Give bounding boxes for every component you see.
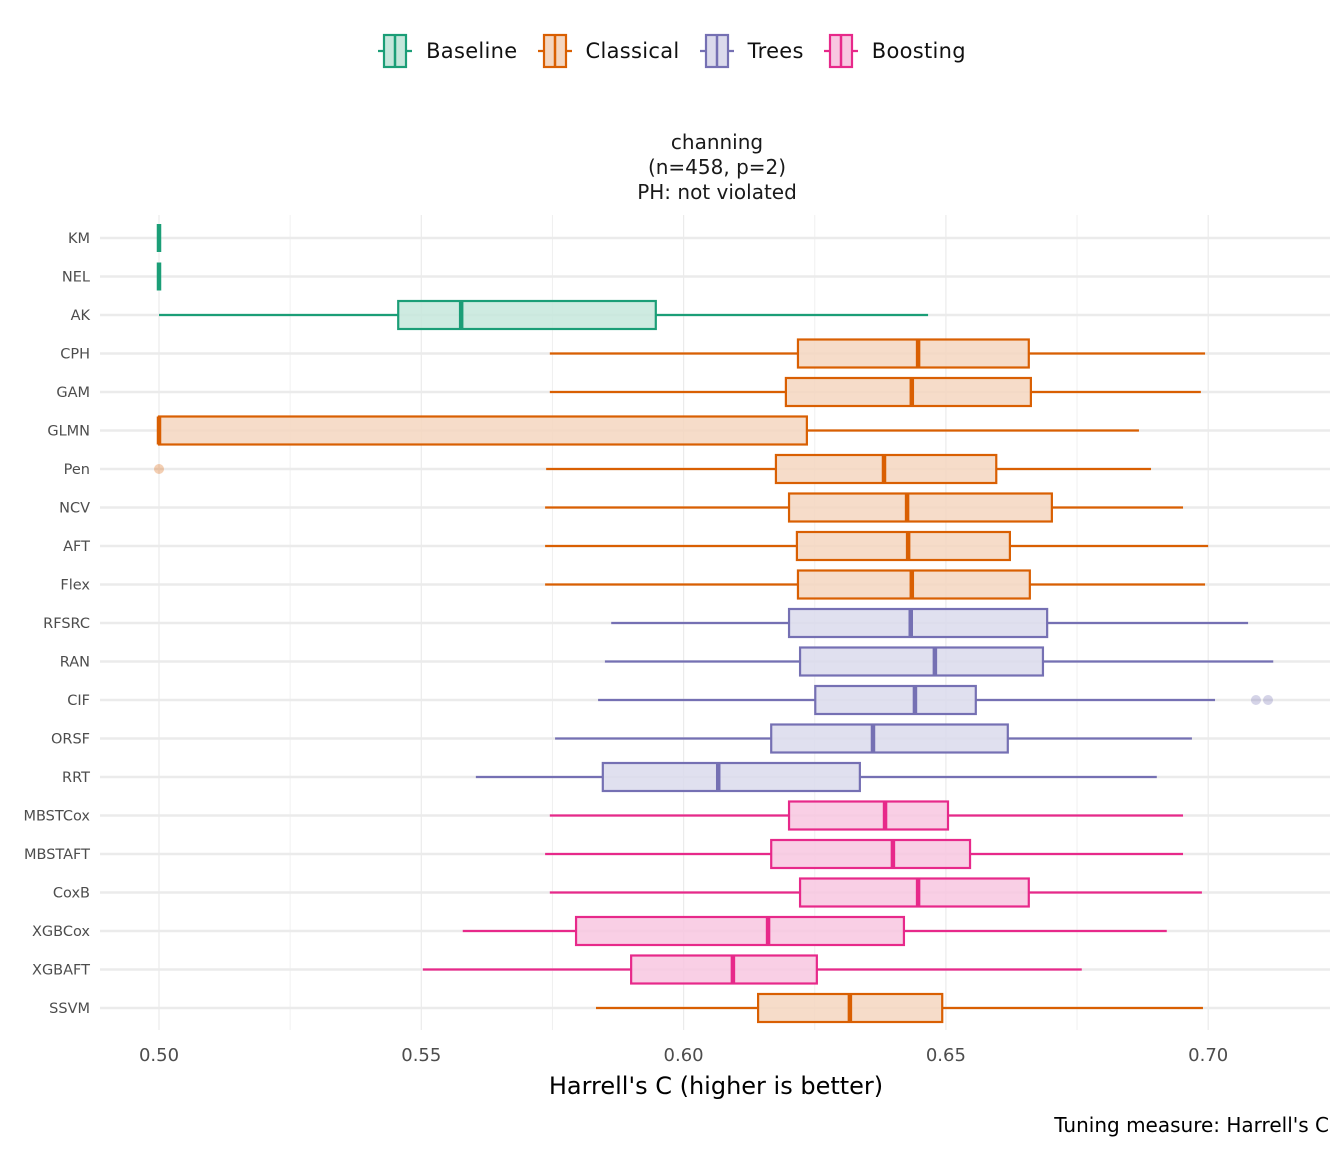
box-iqr [784,376,1032,408]
y-tick-label: AK [71,308,91,324]
y-tick-label: NCV [59,501,90,517]
box-iqr [601,761,861,793]
box-iqr [787,492,1053,523]
box-iqr [574,915,906,947]
legend-label: Baseline [426,39,518,63]
box-iqr [787,800,950,831]
y-tick-label: MBSTCox [23,809,90,825]
y-axis-labels: KM NEL AK CPH GAM GLMN Pen NCV AFT Flex RFSRC RAN CI… [23,231,90,1017]
box-flex [545,569,1206,600]
legend-key-classical [537,33,572,69]
y-tick-label: GAM [56,385,90,401]
y-tick-label: SSVM [49,1001,90,1017]
box-ak [159,299,929,331]
y-tick-label: KM [68,231,90,247]
y-tick-label: RAN [60,655,90,671]
box-xgbcox [462,915,1167,947]
x-tick-label: 0.55 [401,1045,441,1066]
box-iqr [770,723,1009,754]
y-tick-label: AFT [63,539,90,555]
caption: Tuning measure: Harrell's C [1053,1113,1329,1137]
y-tick-label: CIF [67,693,90,709]
box-iqr [798,877,1030,908]
y-tick-label: Flex [60,578,90,594]
y-tick-label: XGBCox [32,924,90,940]
box-mbstcox [549,800,1184,831]
facet-title-line-1: channing [670,130,764,154]
legend-item-baseline[interactable]: Baseline [378,32,517,70]
box-iqr [397,299,657,331]
box-iqr [814,684,977,716]
x-axis-ticks: 0.50 0.55 0.60 0.65 0.70 [139,1045,1228,1066]
y-tick-label: NEL [62,270,90,286]
box-rrt [475,761,1157,793]
box-pen [154,453,1152,485]
y-tick-label: RFSRC [43,616,90,632]
y-tick-label: CPH [60,347,90,363]
legend-item-trees[interactable]: Trees [699,32,804,70]
box-iqr [798,646,1045,677]
box-iqr [770,838,972,870]
box-cph [549,338,1206,369]
y-tick-label: Pen [64,462,90,478]
box-mbstaft [545,838,1184,870]
facet-title-line-3: PH: not violated [637,180,797,204]
x-axis-label: Harrell's C (higher is better) [549,1072,883,1100]
box-iqr [787,607,1049,639]
outlier-point [154,464,164,474]
x-tick-label: 0.70 [1188,1045,1228,1066]
box-orsf [555,723,1192,754]
box-rfsrc [611,607,1249,639]
legend-item-boosting[interactable]: Boosting [823,32,966,70]
box-ran [604,646,1274,677]
outlier-point [1263,695,1274,705]
outlier-point [1250,695,1261,705]
box-ncv [545,492,1184,523]
box-iqr [157,415,808,446]
y-tick-label: XGBAFT [32,963,90,979]
legend-key-trees [699,33,734,69]
x-tick-label: 0.60 [664,1045,704,1066]
legend-label: Boosting [871,39,966,63]
box-iqr [795,530,1012,562]
y-tick-label: RRT [62,770,90,786]
x-tick-label: 0.50 [139,1045,179,1066]
y-tick-label: MBSTAFT [24,847,90,863]
y-tick-label: GLMN [47,424,90,440]
legend: Baseline Classical Trees Boosting [0,32,1344,70]
box-iqr [630,954,818,985]
box-xgbaft [422,954,1082,985]
y-tick-label: ORSF [51,732,90,748]
y-tick-label: CoxB [53,886,90,902]
legend-key-boosting [823,33,858,69]
box-glmn [156,415,1139,446]
legend-key-baseline [378,33,413,69]
facet-title-line-2: (n=458, p=2) [647,155,787,179]
boxes [154,224,1274,1024]
box-aft [545,530,1209,562]
box-cif [598,684,1274,716]
box-ssvm [595,992,1203,1024]
box-gam [549,376,1201,408]
legend-label: Trees [747,39,804,63]
legend-label: Classical [585,39,680,63]
x-tick-label: 0.65 [926,1045,966,1066]
legend-item-classical[interactable]: Classical [537,32,680,70]
box-coxb [549,877,1202,908]
box-iqr [796,338,1030,369]
